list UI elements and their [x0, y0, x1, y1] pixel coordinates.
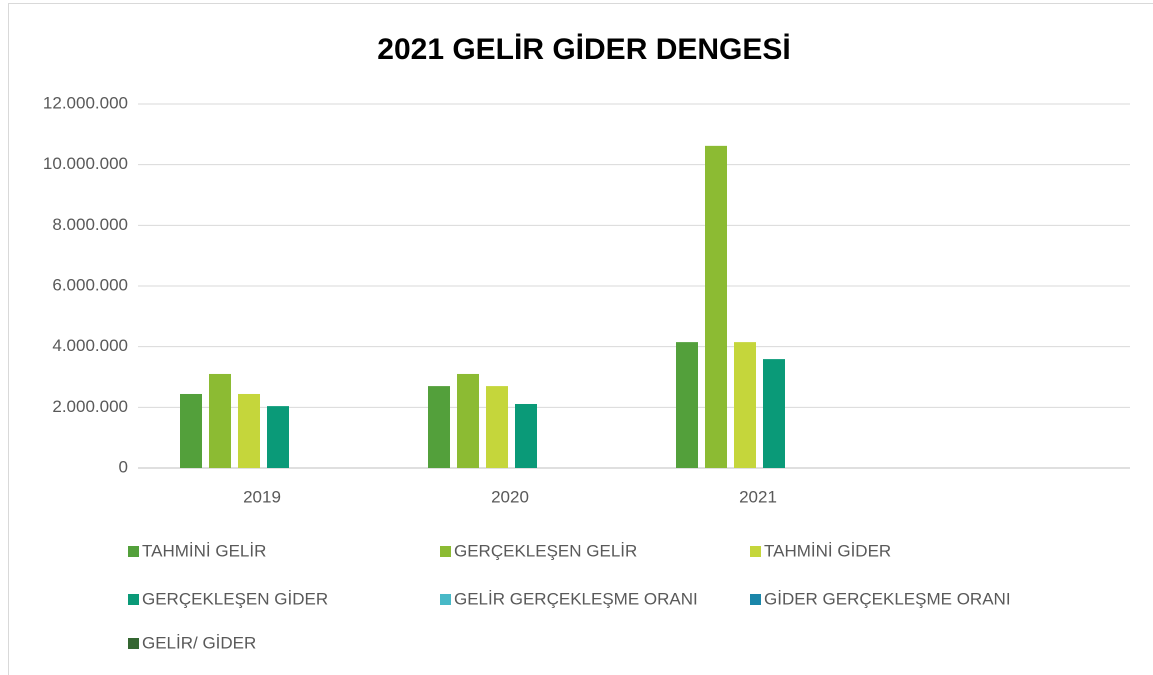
x-tick-label: 2020: [491, 487, 529, 506]
legend-label: GELİR/ GİDER: [142, 633, 256, 652]
bar: [676, 342, 698, 468]
bar: [238, 393, 260, 468]
bar: [734, 342, 756, 468]
y-tick-label: 4.000.000: [52, 336, 128, 355]
legend-label: TAHMİNİ GELİR: [142, 541, 266, 560]
bar: [486, 386, 508, 468]
legend-swatch: [128, 594, 139, 605]
y-tick-label: 0: [119, 457, 128, 476]
bar: [457, 373, 479, 468]
bar: [515, 403, 537, 468]
legend-swatch: [128, 638, 139, 649]
bar: [763, 359, 785, 468]
bar: [209, 373, 231, 468]
y-tick-label: 2.000.000: [52, 397, 128, 416]
bar: [180, 393, 202, 468]
legend-swatch: [750, 594, 761, 605]
y-tick-label: 10.000.000: [43, 154, 128, 173]
x-tick-label: 2021: [739, 487, 777, 506]
y-tick-label: 12.000.000: [43, 93, 128, 112]
legend-swatch: [128, 546, 139, 557]
y-tick-label: 8.000.000: [52, 215, 128, 234]
legend-label: GELİR GERÇEKLEŞME ORANI: [454, 589, 698, 608]
legend-swatch: [750, 546, 761, 557]
legend-label: GERÇEKLEŞEN GİDER: [142, 589, 328, 608]
bar: [267, 406, 289, 468]
bar: [428, 386, 450, 468]
legend-label: GİDER GERÇEKLEŞME ORANI: [764, 589, 1011, 608]
x-tick-label: 2019: [243, 487, 281, 506]
legend-label: TAHMİNİ GİDER: [764, 541, 891, 560]
chart-border: [8, 3, 1153, 675]
bar: [705, 145, 727, 469]
legend-swatch: [440, 594, 451, 605]
legend-label: GERÇEKLEŞEN GELİR: [454, 541, 637, 560]
y-tick-label: 6.000.000: [52, 275, 128, 294]
chart-title: 2021 GELİR GİDER DENGESİ: [377, 33, 790, 66]
legend-swatch: [440, 546, 451, 557]
